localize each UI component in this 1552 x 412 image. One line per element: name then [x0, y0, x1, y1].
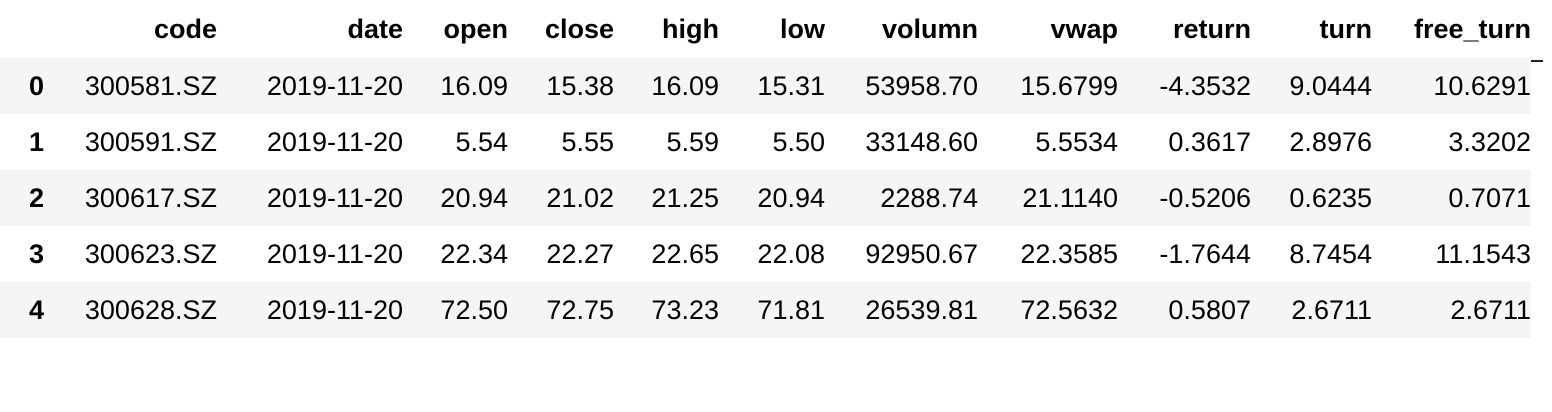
cell-close: 5.55 [561, 126, 614, 157]
cell-vwap: 22.3585 [1020, 238, 1118, 269]
column-header-low: low [780, 13, 825, 44]
row-index: 2 [28, 182, 44, 213]
cell-low: 5.50 [772, 126, 825, 157]
cell-close: 72.75 [546, 294, 614, 325]
column-header-close: close [544, 13, 614, 44]
cell-code: 300628.SZ [84, 294, 217, 325]
cell-turn: 2.6711 [1291, 294, 1372, 325]
cell-free-turn: 3.3202 [1448, 126, 1531, 157]
row-index: 0 [28, 70, 44, 101]
table-row: 4 300628.SZ 2019-11-20 72.50 72.75 73.23… [0, 282, 1531, 338]
cell-free-turn: 2.6711 [1450, 294, 1531, 325]
table-row: 2 300617.SZ 2019-11-20 20.94 21.02 21.25… [0, 170, 1531, 226]
dataframe-table: code date open close high low volumn vwa… [0, 0, 1531, 338]
table-row: 1 300591.SZ 2019-11-20 5.54 5.55 5.59 5.… [0, 114, 1531, 170]
cell-vwap: 5.5534 [1035, 126, 1118, 157]
column-header-open: open [443, 13, 509, 44]
cell-open: 20.94 [440, 182, 508, 213]
column-header-turn: turn [1319, 13, 1372, 44]
column-header-return: return [1172, 13, 1251, 44]
cell-high: 21.25 [651, 182, 719, 213]
index-header [0, 0, 44, 58]
cell-code: 300591.SZ [84, 126, 217, 157]
cell-low: 71.81 [757, 294, 825, 325]
cell-volumn: 26539.81 [865, 294, 978, 325]
cell-date: 2019-11-20 [266, 126, 403, 157]
cell-free-turn: 0.7071 [1448, 182, 1531, 213]
cell-vwap: 15.6799 [1020, 70, 1118, 101]
cell-code: 300623.SZ [84, 238, 217, 269]
cell-low: 15.31 [757, 70, 825, 101]
cell-turn: 9.0444 [1289, 70, 1372, 101]
table-row: 3 300623.SZ 2019-11-20 22.34 22.27 22.65… [0, 226, 1531, 282]
cell-low: 20.94 [757, 182, 825, 213]
cell-close: 22.27 [546, 238, 614, 269]
column-header-date: date [347, 13, 403, 44]
header-row: code date open close high low volumn vwa… [0, 0, 1531, 58]
column-header-high: high [662, 13, 719, 44]
cell-volumn: 33148.60 [865, 126, 978, 157]
cell-high: 73.23 [651, 294, 719, 325]
cell-volumn: 53958.70 [865, 70, 978, 101]
cell-open: 16.09 [440, 70, 508, 101]
cell-return: -0.5206 [1159, 182, 1251, 213]
cell-code: 300617.SZ [84, 182, 217, 213]
cell-code: 300581.SZ [84, 70, 217, 101]
cell-date: 2019-11-20 [266, 294, 403, 325]
cell-turn: 8.7454 [1289, 238, 1372, 269]
cell-low: 22.08 [757, 238, 825, 269]
cell-open: 22.34 [440, 238, 508, 269]
cell-volumn: 92950.67 [865, 238, 978, 269]
cell-open: 5.54 [455, 126, 508, 157]
cell-return: -1.7644 [1159, 238, 1251, 269]
cell-close: 21.02 [546, 182, 614, 213]
table-row: 0 300581.SZ 2019-11-20 16.09 15.38 16.09… [0, 58, 1531, 114]
column-header-code: code [153, 13, 217, 44]
column-header-free-turn: free_turn [1413, 13, 1531, 44]
column-header-vwap: vwap [1050, 13, 1118, 44]
cell-free-turn: 11.1543 [1435, 238, 1531, 269]
row-index: 4 [28, 294, 44, 325]
cell-vwap: 72.5632 [1020, 294, 1118, 325]
cell-date: 2019-11-20 [266, 70, 403, 101]
cell-return: -4.3532 [1159, 70, 1251, 101]
cell-return: 0.3617 [1168, 126, 1251, 157]
column-header-volumn: volumn [881, 13, 978, 44]
cell-date: 2019-11-20 [266, 182, 403, 213]
row-index: 1 [28, 126, 44, 157]
cell-return: 0.5807 [1168, 294, 1251, 325]
cell-open: 72.50 [440, 294, 508, 325]
cell-high: 5.59 [666, 126, 719, 157]
cell-volumn: 2288.74 [880, 182, 978, 213]
cell-free-turn: 10.6291 [1433, 70, 1531, 101]
cell-close: 15.38 [546, 70, 614, 101]
cell-date: 2019-11-20 [266, 238, 403, 269]
row-index: 3 [28, 238, 44, 269]
cell-high: 16.09 [651, 70, 719, 101]
cell-vwap: 21.1140 [1022, 182, 1118, 213]
cell-turn: 2.8976 [1289, 126, 1372, 157]
header-divider [8, 60, 1543, 62]
cell-high: 22.65 [651, 238, 719, 269]
cell-turn: 0.6235 [1289, 182, 1372, 213]
